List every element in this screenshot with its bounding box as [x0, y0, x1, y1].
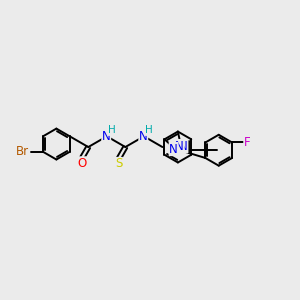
Text: H: H	[108, 125, 116, 135]
Text: N: N	[179, 140, 188, 153]
Text: S: S	[115, 158, 122, 170]
Text: O: O	[77, 157, 86, 170]
Text: F: F	[244, 136, 250, 149]
Text: N: N	[139, 130, 148, 143]
Text: Br: Br	[16, 145, 29, 158]
Text: N: N	[102, 130, 111, 143]
Text: N: N	[169, 142, 178, 155]
Text: N: N	[176, 140, 184, 153]
Text: H: H	[146, 125, 153, 135]
